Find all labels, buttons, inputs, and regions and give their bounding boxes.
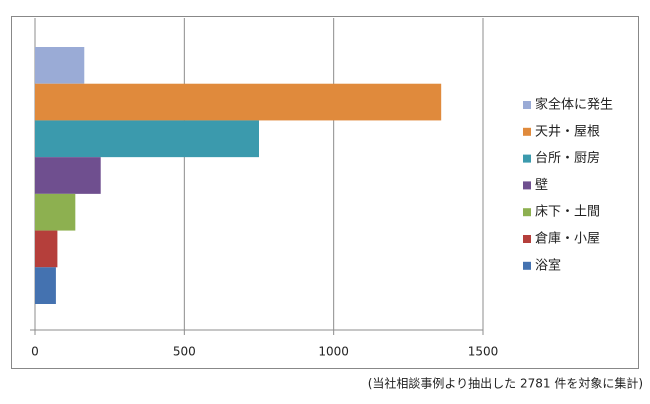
bar — [35, 157, 101, 194]
legend-swatch — [523, 101, 531, 109]
x-tick-label: 500 — [173, 345, 196, 359]
bar — [35, 193, 76, 231]
legend-label: 台所・厨房 — [535, 150, 600, 166]
legend-label: 家全体に発生 — [535, 97, 613, 113]
legend-swatch — [523, 127, 531, 136]
legend-swatch — [523, 208, 531, 217]
legend-label: 天井・屋根 — [535, 124, 600, 139]
legend-swatch — [523, 235, 531, 243]
legend-label: 壁 — [535, 178, 548, 193]
bar — [35, 120, 259, 158]
legend-swatch — [523, 154, 531, 163]
bar — [35, 47, 85, 84]
legend-swatch — [523, 181, 531, 190]
legend-swatch — [523, 261, 531, 270]
x-tick-label: 1500 — [468, 345, 499, 359]
x-tick-label: 1000 — [318, 345, 349, 359]
bar — [35, 267, 56, 304]
bar — [35, 230, 58, 268]
legend-label: 床下・土間 — [535, 205, 600, 220]
legend-label: 浴室 — [535, 257, 561, 273]
bar — [35, 83, 442, 121]
caption: (当社相談事例より抽出した 2781 件を対象に集計) — [368, 376, 643, 391]
x-tick-label: 0 — [31, 345, 39, 359]
chart-border — [11, 16, 639, 369]
legend-label: 倉庫・小屋 — [535, 232, 600, 247]
